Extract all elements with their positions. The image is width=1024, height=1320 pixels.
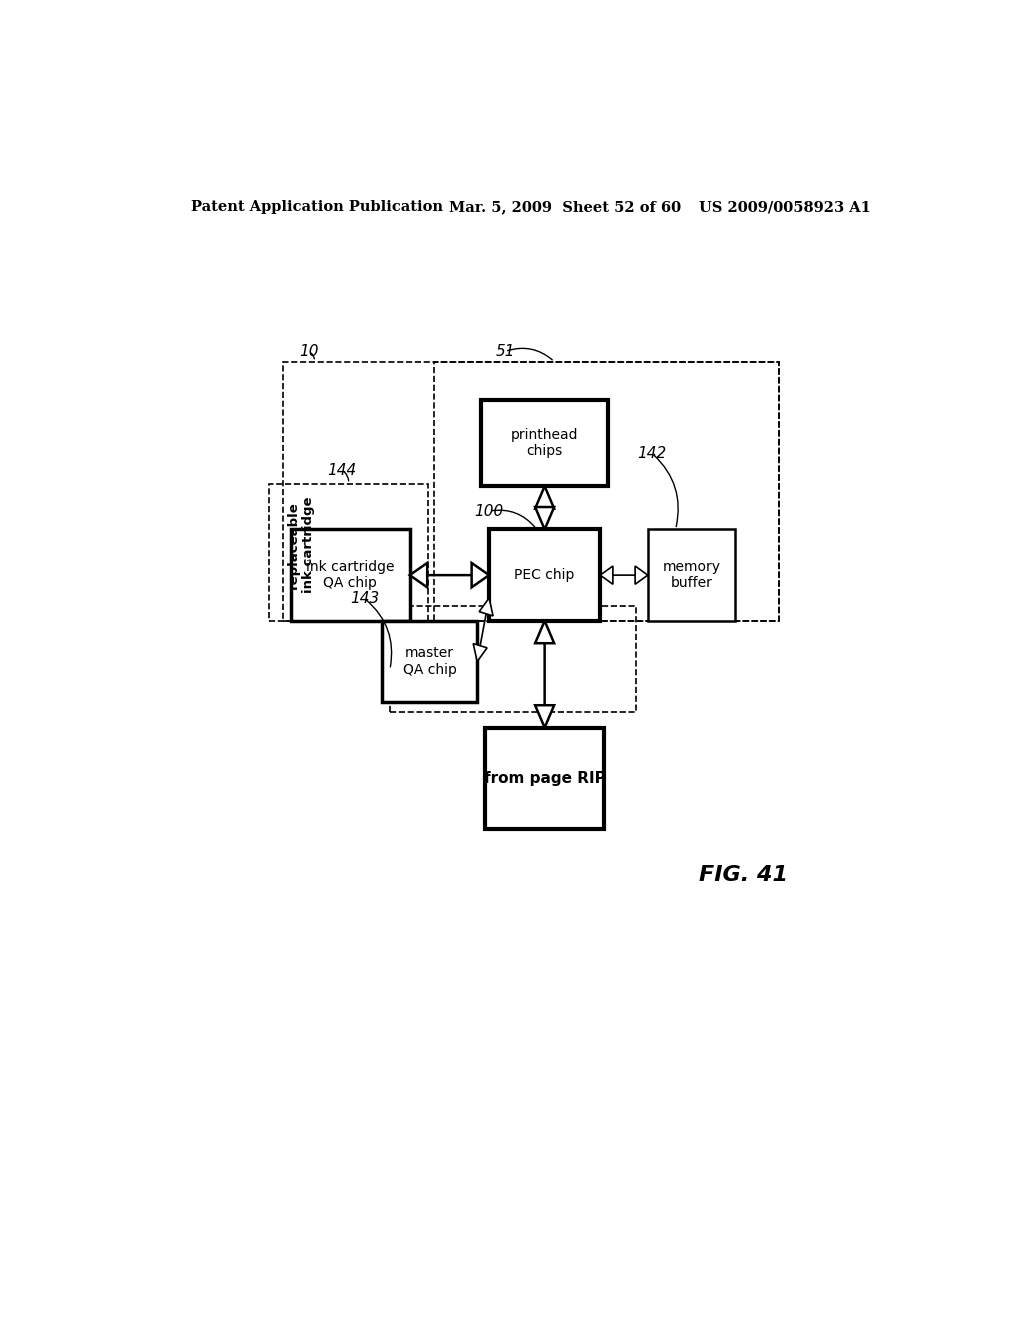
Bar xyxy=(433,362,778,620)
Bar xyxy=(648,529,735,620)
Bar xyxy=(485,727,604,829)
Bar xyxy=(481,400,608,486)
Polygon shape xyxy=(472,562,489,587)
Polygon shape xyxy=(536,486,554,508)
Polygon shape xyxy=(536,620,554,643)
Text: replaceable
ink cartridge: replaceable ink cartridge xyxy=(287,496,315,593)
Text: PEC chip: PEC chip xyxy=(514,568,574,582)
Polygon shape xyxy=(410,562,427,587)
Text: FIG. 41: FIG. 41 xyxy=(699,865,788,884)
Text: 144: 144 xyxy=(328,463,357,478)
Polygon shape xyxy=(635,566,648,585)
Polygon shape xyxy=(536,507,554,529)
Text: from page RIP: from page RIP xyxy=(483,771,605,785)
Text: memory
buffer: memory buffer xyxy=(663,560,721,590)
Text: 143: 143 xyxy=(350,591,379,606)
Bar xyxy=(283,362,778,620)
Bar xyxy=(382,620,477,702)
Text: ink cartridge
QA chip: ink cartridge QA chip xyxy=(306,560,394,590)
Bar xyxy=(390,606,636,713)
Polygon shape xyxy=(600,566,613,585)
Text: Patent Application Publication: Patent Application Publication xyxy=(191,201,443,214)
Polygon shape xyxy=(536,705,554,727)
Text: master
QA chip: master QA chip xyxy=(402,647,457,677)
Text: 100: 100 xyxy=(474,504,504,519)
Bar xyxy=(489,529,600,620)
Bar xyxy=(269,483,428,620)
Polygon shape xyxy=(479,598,494,616)
Text: printhead
chips: printhead chips xyxy=(511,428,579,458)
Text: US 2009/0058923 A1: US 2009/0058923 A1 xyxy=(699,201,871,214)
Polygon shape xyxy=(473,644,487,661)
Bar xyxy=(291,529,410,620)
Text: 51: 51 xyxy=(496,345,515,359)
Text: 142: 142 xyxy=(637,446,667,461)
Text: 10: 10 xyxy=(299,345,318,359)
Text: Mar. 5, 2009  Sheet 52 of 60: Mar. 5, 2009 Sheet 52 of 60 xyxy=(450,201,682,214)
